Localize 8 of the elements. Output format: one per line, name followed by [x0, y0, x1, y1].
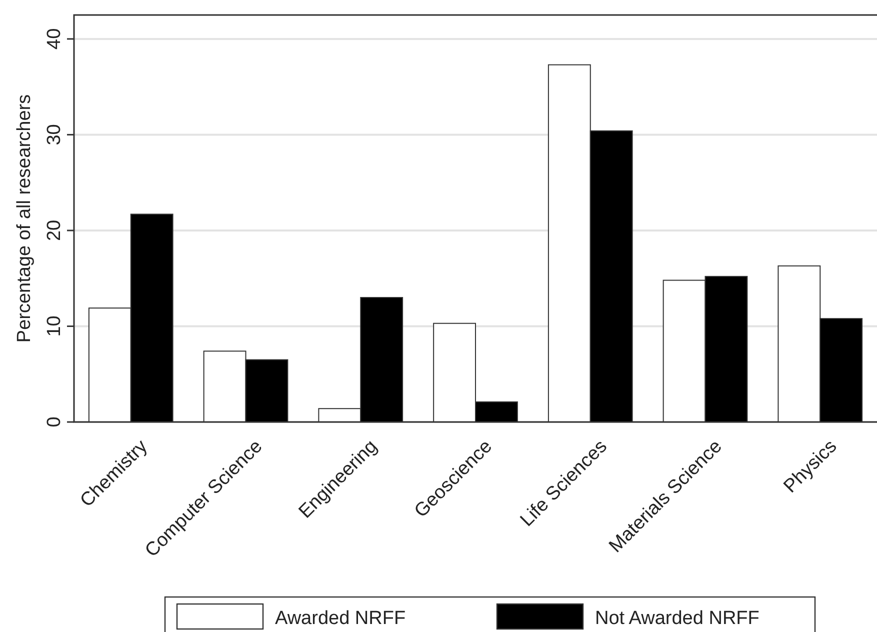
- y-tick-label: 40: [44, 28, 65, 50]
- y-tick-label: 0: [44, 416, 65, 428]
- y-tick-label: 20: [44, 220, 65, 242]
- y-axis-title: Percentage of all researchers: [14, 94, 35, 343]
- legend-label: Not Awarded NRFF: [595, 608, 760, 629]
- legend-label: Awarded NRFF: [275, 608, 406, 629]
- y-tick-label: 30: [44, 124, 65, 146]
- y-tick-label: 10: [44, 316, 65, 337]
